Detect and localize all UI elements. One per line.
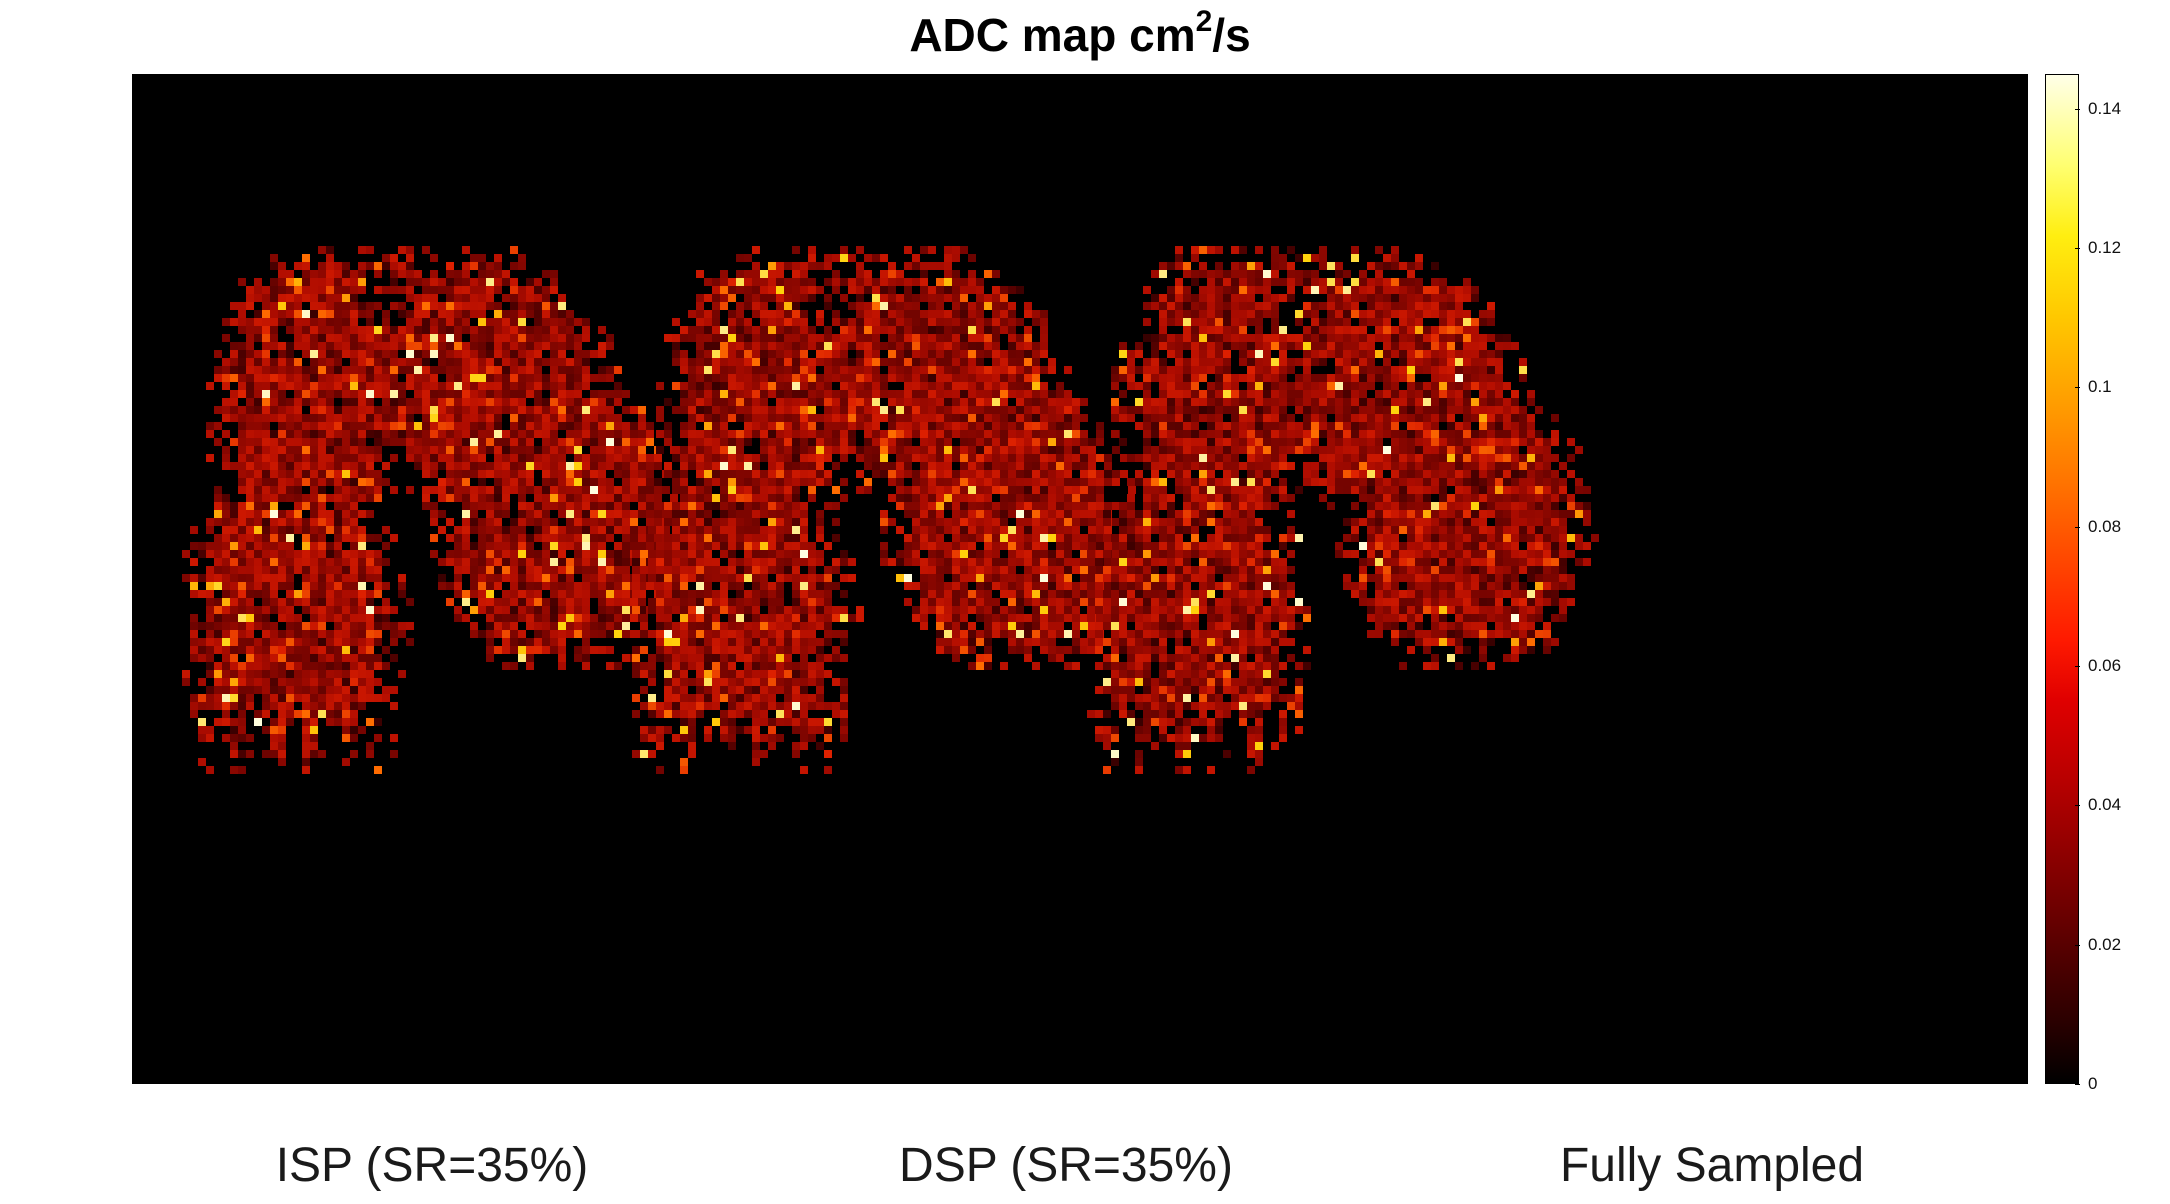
colorbar-tick-label: 0.1 xyxy=(2088,377,2112,397)
panel-label-dsp: DSP (SR=35%) xyxy=(899,1139,1233,1192)
colorbar-tick-mark xyxy=(2075,1084,2080,1085)
colorbar-tick-mark xyxy=(2075,248,2080,250)
colorbar-tick-mark xyxy=(2075,108,2080,110)
colorbar-tick-label: 0.14 xyxy=(2088,98,2122,118)
colorbar-tick-label: 0.02 xyxy=(2088,934,2122,954)
title-suffix: /s xyxy=(1212,9,1251,61)
title-prefix: ADC map cm xyxy=(909,9,1196,61)
colorbar-tick-label: 0.12 xyxy=(2088,238,2122,258)
adc-map-image xyxy=(132,74,2028,1084)
figure-title: ADC map cm2/s xyxy=(0,4,2160,62)
colorbar-tick-mark xyxy=(2075,944,2080,946)
colorbar-tick-mark xyxy=(2075,805,2080,807)
title-superscript: 2 xyxy=(1195,4,1213,38)
colorbar-tick-mark xyxy=(2075,526,2080,528)
panel-label-isp: ISP (SR=35%) xyxy=(275,1139,589,1192)
colorbar-tick-label: 0.04 xyxy=(2088,795,2122,815)
colorbar-tick-label: 0 xyxy=(2088,1074,2098,1093)
colorbar xyxy=(2045,74,2079,1084)
colorbar-tick-label: 0.08 xyxy=(2088,516,2122,536)
colorbar-tick-mark xyxy=(2075,666,2080,668)
colorbar-tick-mark xyxy=(2075,387,2080,389)
colorbar-tick-label: 0.06 xyxy=(2088,656,2122,676)
adc-map-canvas xyxy=(182,246,1599,774)
panel-label-fully-sampled: Fully Sampled xyxy=(1559,1139,1865,1192)
